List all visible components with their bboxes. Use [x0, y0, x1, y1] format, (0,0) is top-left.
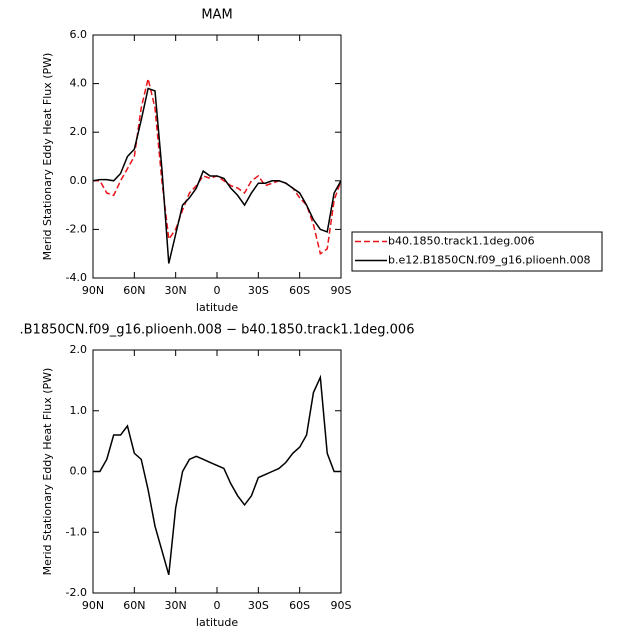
x-tick-label: 60N — [123, 599, 145, 612]
y-tick-label: 1.0 — [70, 404, 88, 417]
series-line — [93, 374, 341, 575]
y-tick-label: 2.0 — [70, 343, 88, 356]
y-tick-label: -2.0 — [66, 586, 87, 599]
plot-frame — [92, 34, 342, 279]
y-tick-label: 6.0 — [70, 28, 88, 41]
y-tick-label: 4.0 — [70, 77, 88, 90]
y-axis-label: Merid Stationary Eddy Heat Flux (PW) — [41, 368, 54, 576]
y-axis-label: Merid Stationary Eddy Heat Flux (PW) — [41, 53, 54, 261]
y-tick-label: 0.0 — [70, 465, 88, 478]
x-axis-label: latitude — [196, 616, 238, 629]
y-tick-label: -4.0 — [66, 271, 87, 284]
x-tick-label: 90S — [331, 599, 352, 612]
x-tick-label: 90S — [331, 284, 352, 297]
x-tick-label: 30S — [248, 599, 269, 612]
y-tick-label: 0.0 — [70, 174, 88, 187]
x-tick-label: 30N — [165, 284, 187, 297]
series-line — [93, 78, 342, 255]
x-tick-label: 90N — [82, 599, 104, 612]
x-tick-label: 60N — [123, 284, 145, 297]
y-tick-label: -1.0 — [66, 525, 87, 538]
series-line — [92, 87, 342, 264]
x-tick-label: 60S — [289, 284, 310, 297]
y-tick-label: -2.0 — [66, 222, 87, 235]
x-axis-label: latitude — [196, 301, 238, 314]
x-tick-label: 0 — [214, 284, 221, 297]
chart-title: MAM — [201, 8, 232, 23]
chart-title: .B1850CN.f09_g16.plioenh.008 − b40.1850.… — [20, 323, 415, 338]
x-tick-label: 0 — [214, 599, 221, 612]
y-tick-label: 2.0 — [70, 125, 88, 138]
x-tick-label: 60S — [289, 599, 310, 612]
legend-label: b.e12.B1850CN.f09_g16.plioenh.008 — [388, 254, 591, 267]
plot-frame — [92, 349, 342, 594]
x-tick-label: 90N — [82, 284, 104, 297]
x-tick-label: 30N — [165, 599, 187, 612]
legend-box — [351, 231, 603, 272]
legend-label: b40.1850.track1.1deg.006 — [388, 235, 535, 248]
x-tick-label: 30S — [248, 284, 269, 297]
